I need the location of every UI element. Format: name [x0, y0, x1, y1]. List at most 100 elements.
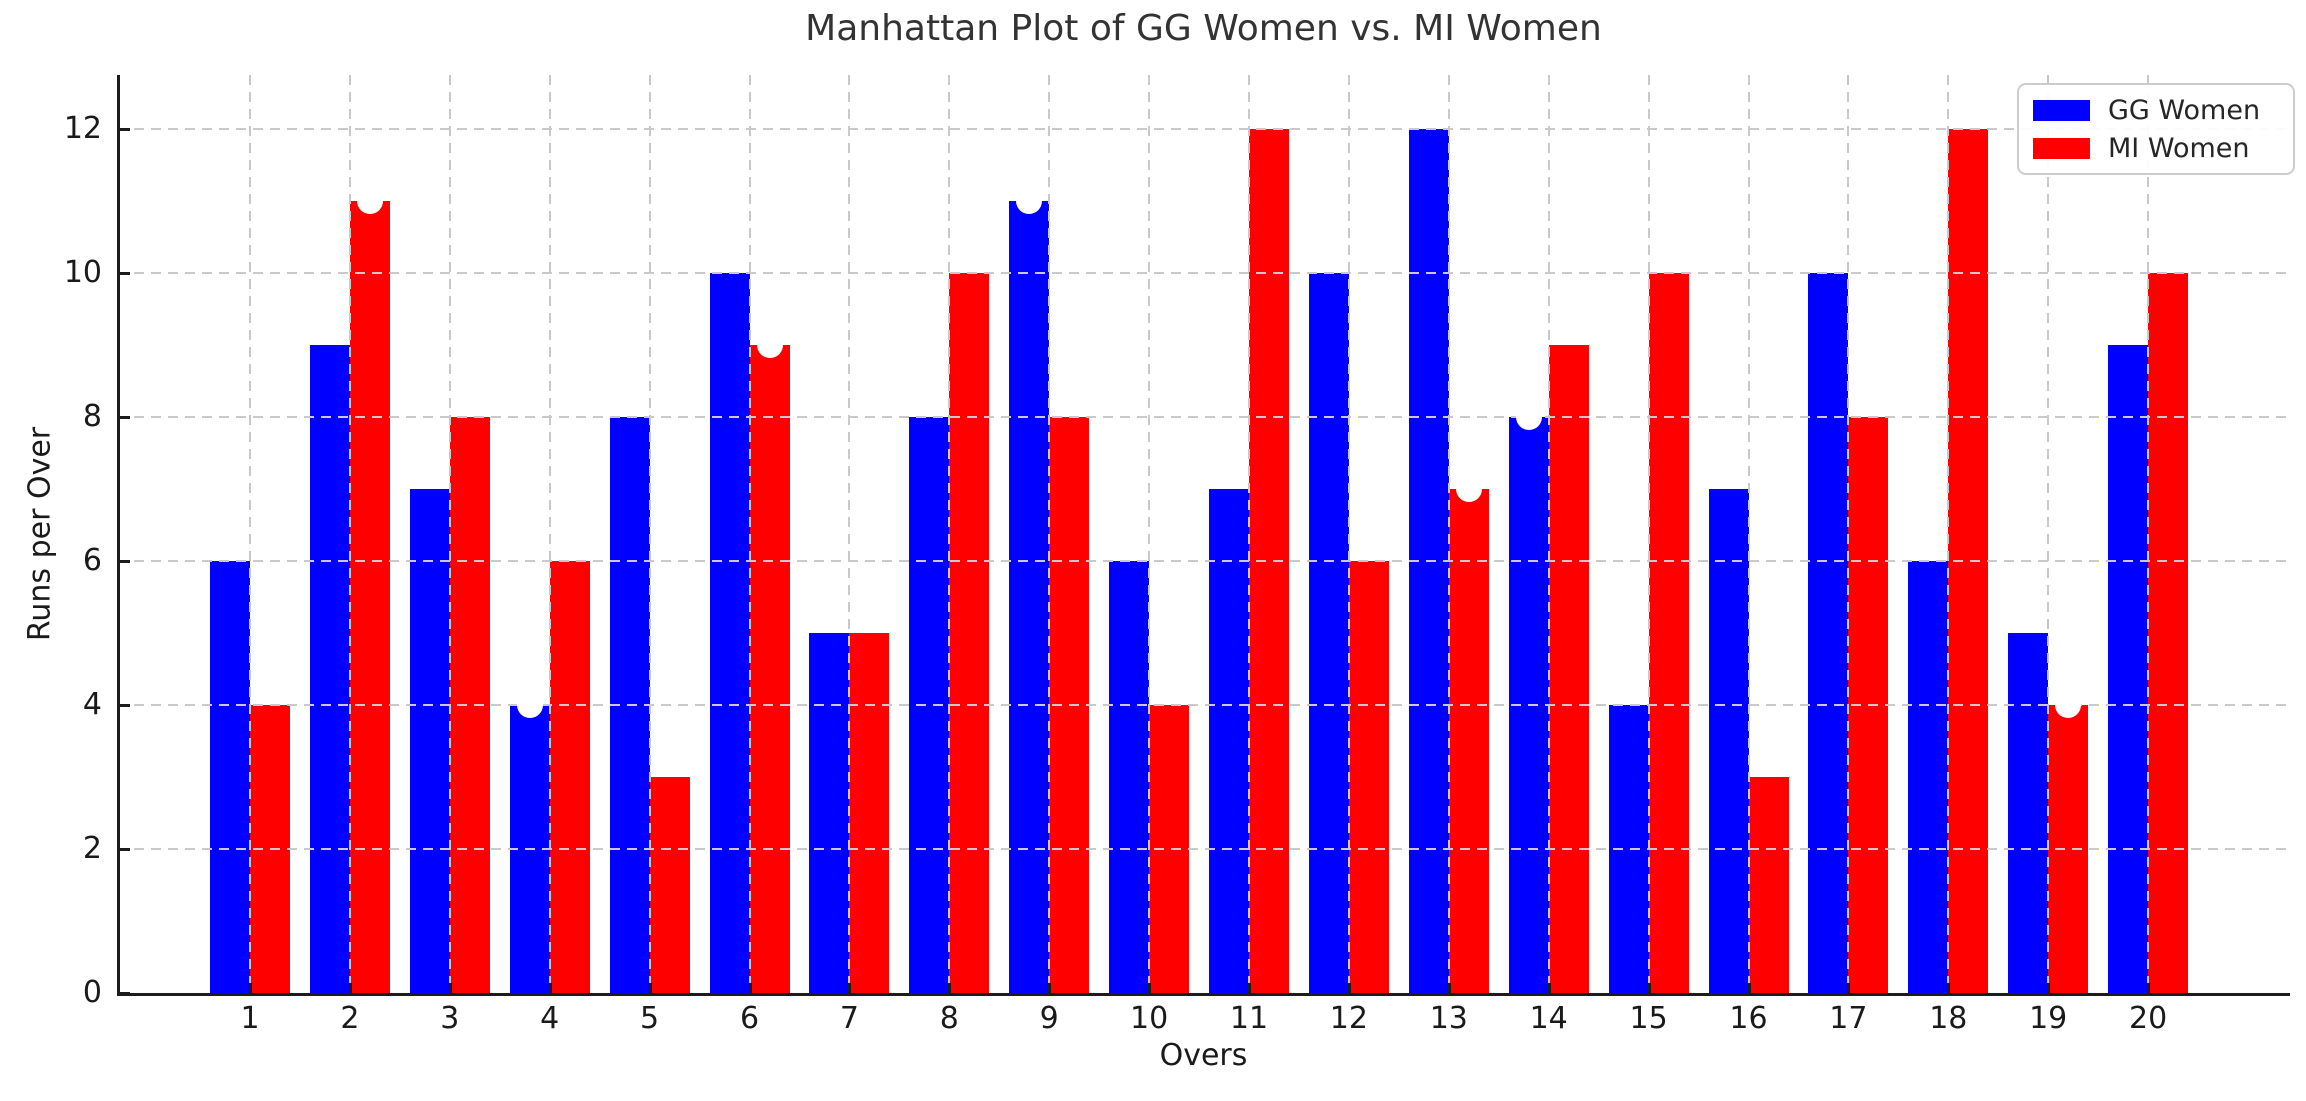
v-gridline-19	[2047, 75, 2050, 993]
h-gridline-8	[117, 416, 2290, 418]
mi-bar-over-13	[1448, 489, 1489, 993]
x-tick-label-9: 9	[1039, 1001, 1059, 1036]
v-gridline-3	[448, 75, 451, 993]
v-gridline-8	[948, 75, 951, 993]
y-tick-label-4: 4	[82, 687, 102, 722]
white-dot-marker-over-19	[2055, 692, 2082, 718]
x-tick-label-16: 16	[1729, 1001, 1768, 1036]
y-tick-mark-0	[120, 992, 130, 995]
white-dot-marker-over-14	[1515, 404, 1542, 430]
y-axis-label: Runs per Over	[22, 426, 58, 642]
legend-swatch-icon	[2033, 137, 2090, 159]
mi-bar-over-15	[1648, 273, 1689, 993]
v-gridline-11	[1248, 75, 1250, 993]
x-tick-label-3: 3	[440, 1001, 460, 1036]
v-gridline-6	[748, 75, 751, 993]
y-tick-mark-4	[120, 704, 130, 707]
x-tick-label-5: 5	[640, 1001, 660, 1036]
white-dot-marker-over-9	[1016, 188, 1043, 214]
mi-bar-over-2	[349, 201, 390, 993]
gg-bar-over-3	[409, 489, 450, 993]
h-gridline-2	[117, 848, 2290, 850]
x-tick-mark-7	[848, 983, 852, 993]
x-tick-label-13: 13	[1429, 1001, 1468, 1036]
x-tick-label-6: 6	[739, 1001, 760, 1036]
x-tick-label-8: 8	[939, 1001, 959, 1036]
chart-title: Manhattan Plot of GG Women vs. MI Women	[805, 8, 1602, 49]
y-tick-label-6: 6	[82, 543, 102, 578]
y-tick-mark-10	[120, 272, 130, 275]
mi-bar-over-7	[849, 633, 890, 993]
y-tick-label-10: 10	[63, 255, 102, 290]
gg-bar-over-20	[2108, 345, 2149, 993]
x-axis-label: Overs	[1159, 1038, 1248, 1073]
gg-bar-over-11	[1209, 489, 1249, 993]
gg-bar-over-2	[309, 345, 350, 993]
legend-item-0: GG Women	[2033, 95, 2279, 126]
x-tick-mark-2	[348, 983, 352, 993]
v-gridline-2	[348, 75, 351, 993]
gg-bar-over-10	[1109, 561, 1150, 993]
x-tick-label-11: 11	[1229, 1001, 1269, 1036]
mi-bar-over-14	[1548, 345, 1589, 993]
x-tick-mark-18	[1947, 983, 1951, 993]
x-tick-label-20: 20	[2129, 1001, 2168, 1036]
y-tick-label-12: 12	[63, 111, 102, 146]
x-tick-label-14: 14	[1529, 1001, 1568, 1036]
white-dot-marker-over-4	[516, 692, 543, 718]
h-gridline-4	[117, 704, 2290, 706]
y-tick-label-8: 8	[82, 399, 102, 434]
x-tick-mark-4	[548, 983, 552, 993]
y-tick-label-2: 2	[82, 831, 102, 866]
legend-label: MI Women	[2108, 132, 2250, 164]
x-tick-label-7: 7	[839, 1001, 859, 1036]
mi-bar-over-12	[1348, 561, 1389, 993]
x-tick-mark-17	[1847, 983, 1851, 993]
v-gridline-1	[249, 75, 251, 993]
v-gridline-5	[648, 75, 651, 993]
y-tick-mark-12	[120, 128, 130, 131]
gg-bar-over-9	[1009, 201, 1050, 993]
x-tick-mark-1	[249, 983, 252, 993]
mi-bar-over-6	[749, 345, 790, 993]
v-gridline-12	[1347, 75, 1350, 993]
white-dot-marker-over-6	[756, 332, 783, 358]
x-tick-label-4: 4	[540, 1001, 560, 1036]
v-gridline-7	[848, 75, 851, 993]
gg-bar-over-18	[1908, 561, 1949, 993]
x-tick-mark-9	[1048, 983, 1052, 993]
x-tick-mark-5	[648, 983, 652, 993]
x-tick-mark-13	[1447, 983, 1451, 993]
x-tick-mark-14	[1547, 983, 1551, 993]
v-gridline-4	[548, 75, 551, 993]
h-gridline-10	[117, 272, 2290, 274]
white-dot-marker-over-13	[1455, 476, 1482, 502]
x-tick-mark-16	[1747, 983, 1751, 993]
x-tick-label-10: 10	[1130, 1001, 1169, 1036]
legend-label: GG Women	[2108, 94, 2261, 126]
x-tick-mark-3	[448, 983, 452, 993]
x-tick-label-17: 17	[1829, 1001, 1868, 1036]
white-dot-marker-over-2	[356, 188, 383, 214]
x-tick-mark-6	[748, 983, 752, 993]
x-tick-label-18: 18	[1929, 1001, 1968, 1036]
v-gridline-15	[1647, 75, 1650, 993]
x-tick-mark-19	[2047, 983, 2051, 993]
v-gridline-14	[1547, 75, 1550, 993]
gg-bar-over-12	[1308, 273, 1349, 993]
x-tick-label-2: 2	[340, 1001, 360, 1036]
mi-bar-over-20	[2148, 273, 2189, 993]
v-gridline-17	[1847, 75, 1850, 993]
x-tick-mark-12	[1347, 983, 1351, 993]
mi-bar-over-16	[1748, 777, 1789, 993]
x-tick-label-15: 15	[1629, 1001, 1668, 1036]
v-gridline-9	[1048, 75, 1051, 993]
y-tick-mark-8	[120, 416, 130, 419]
mi-bar-over-4	[549, 561, 590, 993]
v-gridline-10	[1148, 75, 1151, 993]
x-tick-label-12: 12	[1329, 1001, 1368, 1036]
gg-bar-over-1	[210, 561, 250, 993]
x-tick-mark-20	[2147, 983, 2151, 993]
x-tick-mark-11	[1248, 983, 1251, 993]
